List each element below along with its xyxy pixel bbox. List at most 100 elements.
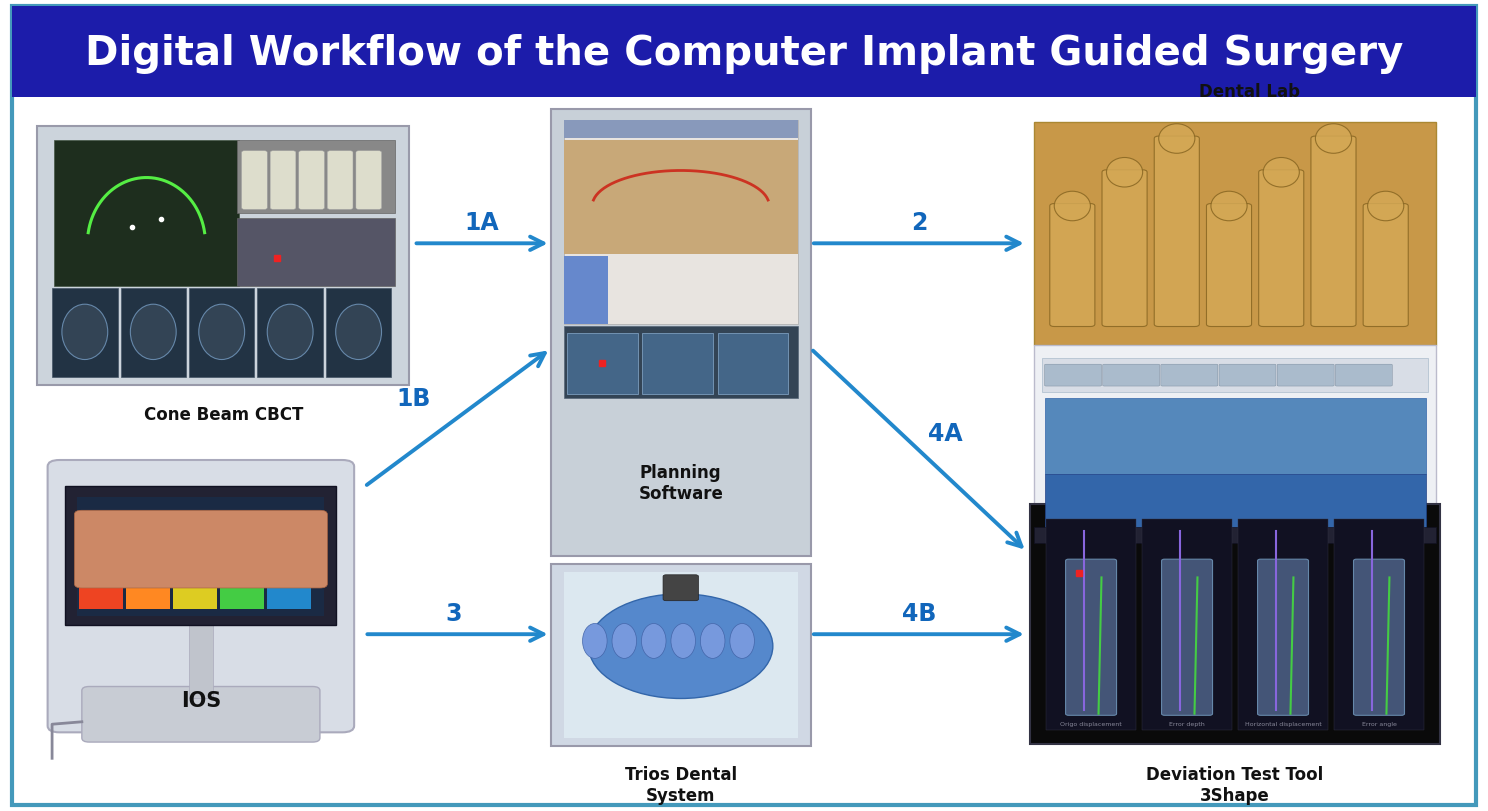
Text: 2: 2: [911, 211, 929, 235]
Ellipse shape: [1055, 191, 1091, 221]
FancyBboxPatch shape: [79, 565, 124, 609]
Ellipse shape: [671, 624, 695, 659]
FancyBboxPatch shape: [1045, 397, 1426, 474]
FancyBboxPatch shape: [551, 564, 811, 746]
FancyBboxPatch shape: [564, 572, 798, 738]
Ellipse shape: [701, 624, 725, 659]
FancyBboxPatch shape: [1103, 169, 1147, 327]
FancyBboxPatch shape: [77, 497, 324, 616]
Ellipse shape: [589, 594, 772, 698]
FancyBboxPatch shape: [173, 565, 217, 609]
FancyBboxPatch shape: [1161, 364, 1217, 386]
Ellipse shape: [1107, 157, 1143, 187]
Text: Cone Beam CBCT: Cone Beam CBCT: [143, 406, 304, 423]
FancyBboxPatch shape: [564, 120, 798, 138]
FancyBboxPatch shape: [564, 256, 609, 324]
Text: Digital Workflow of the Computer Implant Guided Surgery: Digital Workflow of the Computer Implant…: [85, 33, 1403, 74]
Text: 4B: 4B: [902, 602, 937, 626]
Ellipse shape: [131, 304, 176, 359]
Ellipse shape: [1367, 191, 1403, 221]
Text: 1A: 1A: [464, 211, 500, 235]
Text: Error angle: Error angle: [1362, 723, 1396, 727]
FancyBboxPatch shape: [564, 139, 798, 254]
FancyBboxPatch shape: [356, 151, 381, 209]
FancyBboxPatch shape: [65, 486, 336, 625]
FancyBboxPatch shape: [564, 120, 798, 324]
FancyBboxPatch shape: [48, 460, 354, 732]
FancyBboxPatch shape: [121, 288, 186, 377]
FancyBboxPatch shape: [1030, 504, 1440, 744]
FancyBboxPatch shape: [1155, 136, 1199, 327]
Text: Trios Dental
System: Trios Dental System: [625, 766, 737, 805]
FancyBboxPatch shape: [299, 151, 324, 209]
Text: Dental Lab: Dental Lab: [1199, 84, 1301, 101]
Text: Planning
Software: Planning Software: [638, 464, 723, 503]
FancyBboxPatch shape: [257, 288, 323, 377]
Ellipse shape: [199, 304, 244, 359]
FancyBboxPatch shape: [327, 151, 353, 209]
FancyBboxPatch shape: [1034, 122, 1436, 345]
Ellipse shape: [268, 304, 312, 359]
FancyBboxPatch shape: [238, 139, 394, 212]
Ellipse shape: [1263, 157, 1299, 187]
Text: 3: 3: [445, 602, 463, 626]
FancyBboxPatch shape: [1363, 204, 1408, 327]
Ellipse shape: [336, 304, 381, 359]
FancyBboxPatch shape: [220, 565, 263, 609]
FancyBboxPatch shape: [12, 6, 1476, 97]
FancyBboxPatch shape: [1045, 474, 1426, 534]
FancyBboxPatch shape: [241, 151, 268, 209]
FancyBboxPatch shape: [1335, 519, 1424, 730]
FancyBboxPatch shape: [238, 217, 394, 285]
FancyBboxPatch shape: [1143, 519, 1232, 730]
FancyBboxPatch shape: [52, 288, 118, 377]
FancyBboxPatch shape: [1045, 364, 1101, 386]
FancyBboxPatch shape: [1335, 364, 1393, 386]
FancyBboxPatch shape: [551, 109, 811, 556]
Text: 1B: 1B: [396, 387, 432, 411]
FancyBboxPatch shape: [643, 333, 713, 394]
Ellipse shape: [1211, 191, 1247, 221]
FancyBboxPatch shape: [82, 686, 320, 742]
FancyBboxPatch shape: [1065, 560, 1116, 715]
Text: 4A: 4A: [927, 422, 963, 446]
FancyBboxPatch shape: [74, 510, 327, 588]
FancyBboxPatch shape: [1277, 364, 1335, 386]
Ellipse shape: [1159, 124, 1195, 153]
FancyBboxPatch shape: [1103, 364, 1159, 386]
FancyBboxPatch shape: [717, 333, 789, 394]
FancyBboxPatch shape: [1207, 204, 1251, 327]
FancyBboxPatch shape: [1238, 519, 1329, 730]
FancyBboxPatch shape: [567, 333, 638, 394]
FancyBboxPatch shape: [54, 139, 240, 285]
FancyBboxPatch shape: [1259, 169, 1303, 327]
Text: IOS: IOS: [180, 691, 222, 711]
FancyBboxPatch shape: [1051, 204, 1095, 327]
FancyBboxPatch shape: [37, 126, 409, 385]
Ellipse shape: [62, 304, 107, 359]
FancyBboxPatch shape: [1257, 560, 1308, 715]
FancyBboxPatch shape: [189, 622, 213, 697]
FancyBboxPatch shape: [266, 565, 311, 609]
FancyBboxPatch shape: [1311, 136, 1356, 327]
Ellipse shape: [583, 624, 607, 659]
Ellipse shape: [731, 624, 754, 659]
FancyBboxPatch shape: [564, 326, 798, 398]
FancyBboxPatch shape: [1034, 345, 1436, 543]
FancyBboxPatch shape: [189, 288, 254, 377]
FancyBboxPatch shape: [1046, 519, 1137, 730]
Text: Error depth: Error depth: [1170, 723, 1205, 727]
FancyBboxPatch shape: [1354, 560, 1405, 715]
Text: Origo displacement: Origo displacement: [1061, 723, 1122, 727]
FancyBboxPatch shape: [271, 151, 296, 209]
FancyBboxPatch shape: [664, 575, 698, 601]
FancyBboxPatch shape: [1042, 358, 1428, 392]
FancyBboxPatch shape: [126, 565, 170, 609]
Text: Horizontal displacement: Horizontal displacement: [1244, 723, 1321, 727]
Text: Deviation Test Tool
3Shape: Deviation Test Tool 3Shape: [1146, 766, 1324, 805]
FancyBboxPatch shape: [1034, 526, 1436, 543]
Ellipse shape: [641, 624, 667, 659]
FancyBboxPatch shape: [326, 288, 391, 377]
FancyBboxPatch shape: [1219, 364, 1277, 386]
Ellipse shape: [1315, 124, 1351, 153]
